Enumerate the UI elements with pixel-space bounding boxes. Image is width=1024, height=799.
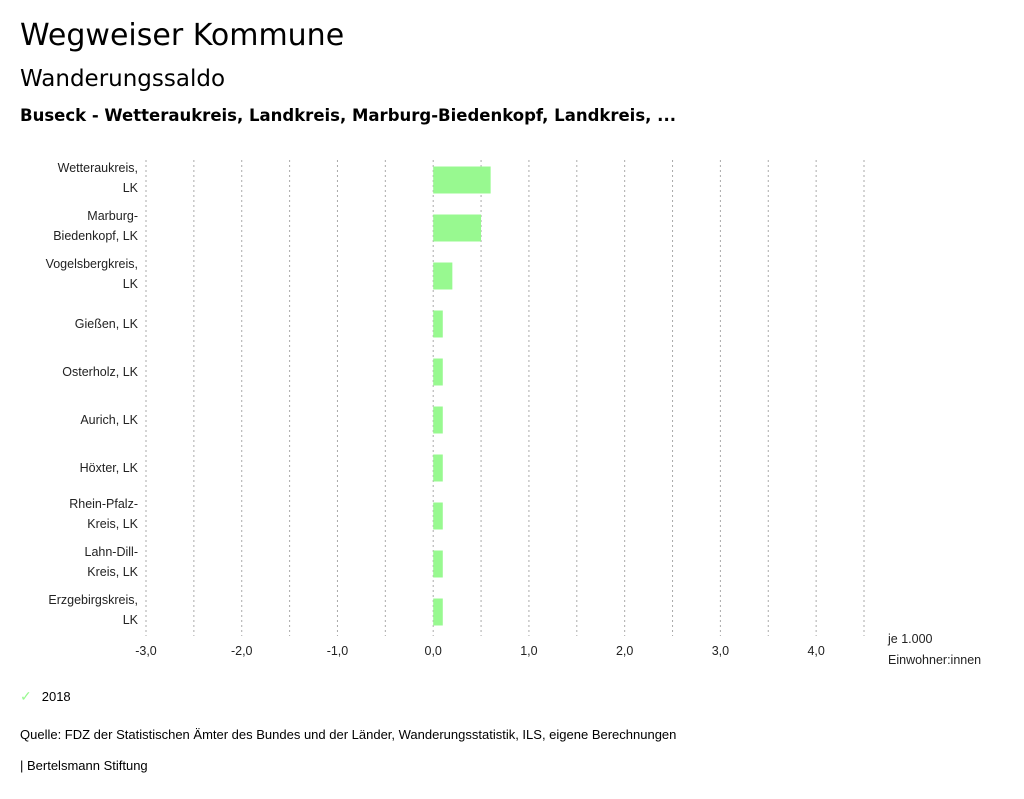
- bar: [433, 310, 443, 338]
- bar: [433, 358, 443, 386]
- selection-subtitle: Buseck - Wetteraukreis, Landkreis, Marbu…: [20, 106, 676, 125]
- y-category-label: Kreis, LK: [87, 565, 138, 579]
- chart-title: Wanderungssaldo: [20, 66, 226, 92]
- bar-chart: -3,0 -2,0 -1,0 0,0 1,0 2,0 3,0 4,0 je 1.000 Einwo…: [46, 160, 981, 667]
- y-category-label: LK: [123, 181, 139, 195]
- bar: [433, 166, 491, 194]
- bar: [433, 262, 453, 290]
- bar: [433, 406, 443, 434]
- legend-item-2018[interactable]: ✓ 2018: [20, 688, 71, 705]
- x-axis-label: je 1.000: [887, 632, 933, 646]
- y-category-label: Wetteraukreis,: [58, 161, 138, 175]
- y-category-label: Lahn-Dill-: [85, 545, 139, 559]
- y-category-label: Marburg-: [87, 209, 138, 223]
- legend-label: 2018: [41, 689, 71, 704]
- bar: [433, 502, 443, 530]
- y-category-label: Kreis, LK: [87, 517, 138, 531]
- y-category-label: Vogelsbergkreis,: [46, 257, 138, 271]
- y-category-label: Erzgebirgskreis,: [48, 593, 138, 607]
- y-category-label: Gießen, LK: [75, 317, 139, 331]
- check-icon: ✓: [20, 688, 32, 704]
- bar: [433, 550, 443, 578]
- y-category-label: Osterholz, LK: [62, 365, 138, 379]
- bar: [433, 454, 443, 482]
- x-tick-label: 1,0: [520, 644, 537, 658]
- x-tick-label: 4,0: [807, 644, 824, 658]
- x-tick-label: -3,0: [135, 644, 157, 658]
- y-category-label: Biedenkopf, LK: [53, 229, 138, 243]
- y-category-label: LK: [123, 277, 139, 291]
- x-axis-label: Einwohner:innen: [888, 653, 981, 667]
- bar: [433, 598, 443, 626]
- brand-credit: | Bertelsmann Stiftung: [20, 758, 148, 773]
- y-category-label: Höxter, LK: [80, 461, 139, 475]
- bar: [433, 214, 482, 242]
- y-category-label: Aurich, LK: [80, 413, 138, 427]
- x-tick-label: -1,0: [327, 644, 349, 658]
- x-tick-label: 0,0: [425, 644, 442, 658]
- x-tick-label: 3,0: [712, 644, 729, 658]
- app-title: Wegweiser Kommune: [20, 18, 345, 53]
- y-category-label: Rhein-Pfalz-: [69, 497, 138, 511]
- source-note: Quelle: FDZ der Statistischen Ämter des …: [20, 727, 677, 742]
- y-category-label: LK: [123, 613, 139, 627]
- x-tick-label: 2,0: [616, 644, 633, 658]
- x-tick-label: -2,0: [231, 644, 253, 658]
